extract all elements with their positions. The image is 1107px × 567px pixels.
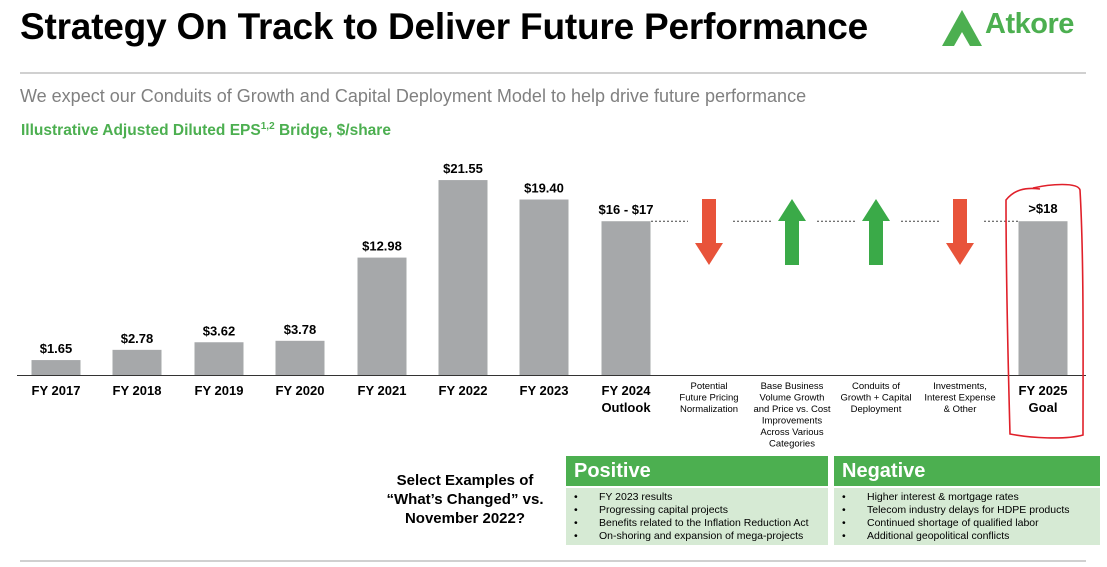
arrow-up-icon	[778, 199, 806, 265]
bullet-icon: •	[842, 530, 846, 542]
footer-divider	[20, 560, 1086, 562]
category-label: FY 2024 Outlook	[601, 383, 651, 415]
bullet-icon: •	[574, 504, 578, 516]
bar	[275, 340, 325, 375]
goal-value-label: >$18	[1028, 201, 1057, 216]
whats-changed-callout: Select Examples of “What’s Changed” vs. …	[386, 472, 544, 527]
goal-category-label: FY 2025 Goal	[1019, 383, 1068, 415]
bar-value-label: $21.55	[443, 161, 483, 176]
bar-value-label: $16 - $17	[599, 202, 654, 217]
chart-title-main: Illustrative Adjusted Diluted EPS	[21, 122, 261, 139]
list-item: • Higher interest & mortgage rates	[842, 491, 1019, 503]
bar	[438, 180, 488, 375]
negative-table: Negative • Higher interest & mortgage rat…	[834, 456, 1100, 545]
negative-header: Negative	[834, 456, 1100, 486]
bar-value-label: $19.40	[524, 181, 564, 196]
chart-title-rest: Bridge, $/share	[274, 122, 391, 139]
subtitle: We expect our Conduits of Growth and Cap…	[20, 86, 807, 106]
bar-value-label: $3.78	[284, 322, 317, 337]
bar	[194, 342, 244, 375]
atkore-logo-icon	[942, 10, 982, 46]
bar	[31, 360, 81, 375]
chart-title: Illustrative Adjusted Diluted EPS1,2 Bri…	[21, 121, 391, 140]
bullet-icon: •	[842, 504, 846, 516]
arrow-down-icon	[695, 199, 723, 265]
negative-list: • Higher interest & mortgage rates • Telec…	[834, 488, 1100, 545]
category-label: FY 2017	[32, 383, 81, 398]
bullet-icon: •	[842, 491, 846, 503]
bridge-step-label: Conduits of Growth + Capital Deployment	[840, 381, 911, 415]
bar-value-label: $3.62	[203, 323, 236, 338]
list-item: • Additional geopolitical conflicts	[842, 530, 1010, 542]
category-label: FY 2020	[276, 383, 325, 398]
bridge-step-label: Base Business Volume Growth and Price vs. …	[753, 381, 830, 450]
header-divider	[20, 72, 1086, 74]
bar-value-label: $2.78	[121, 331, 154, 346]
page-title: Strategy On Track to Deliver Future Perf…	[20, 6, 869, 47]
list-item: • Continued shortage of qualified labor	[842, 517, 1039, 529]
bar	[601, 221, 651, 375]
list-item: • Progressing capital projects	[574, 504, 728, 516]
bar	[519, 199, 569, 375]
bridge-step-label: Potential Future Pricing Normalization	[679, 381, 738, 415]
bridge-step-label: Investments, Interest Expense & Other	[924, 381, 995, 415]
arrow-down-icon	[946, 199, 974, 265]
chart-title-superscript: 1,2	[260, 121, 275, 132]
goal-highlight-outline	[1005, 183, 1084, 439]
bar	[112, 349, 162, 375]
list-item: • On-shoring and expansion of mega-projec…	[574, 530, 804, 542]
positive-header: Positive	[566, 456, 828, 486]
logo-text: Atkore	[985, 8, 1074, 40]
category-label: FY 2018	[113, 383, 162, 398]
positive-list: • FY 2023 results • Progressing capital pr…	[566, 488, 828, 545]
bullet-icon: •	[574, 517, 578, 529]
bar	[357, 257, 407, 375]
bar-value-label: $1.65	[40, 341, 73, 356]
bullet-icon: •	[574, 491, 578, 503]
list-item: • Telecom industry delays for HDPE produc…	[842, 504, 1070, 516]
list-item: • Benefits related to the Inflation Reduc…	[574, 517, 809, 529]
positive-table: Positive • FY 2023 results • Progressing c…	[566, 456, 828, 545]
goal-bar	[1018, 221, 1068, 375]
category-label: FY 2022	[439, 383, 488, 398]
bullet-icon: •	[574, 530, 578, 542]
arrow-up-icon	[862, 199, 890, 265]
category-label: FY 2021	[358, 383, 407, 398]
list-item: • FY 2023 results	[574, 491, 673, 503]
category-label: FY 2023	[520, 383, 569, 398]
category-label: FY 2019	[195, 383, 244, 398]
bar-value-label: $12.98	[362, 239, 402, 254]
bullet-icon: •	[842, 517, 846, 529]
